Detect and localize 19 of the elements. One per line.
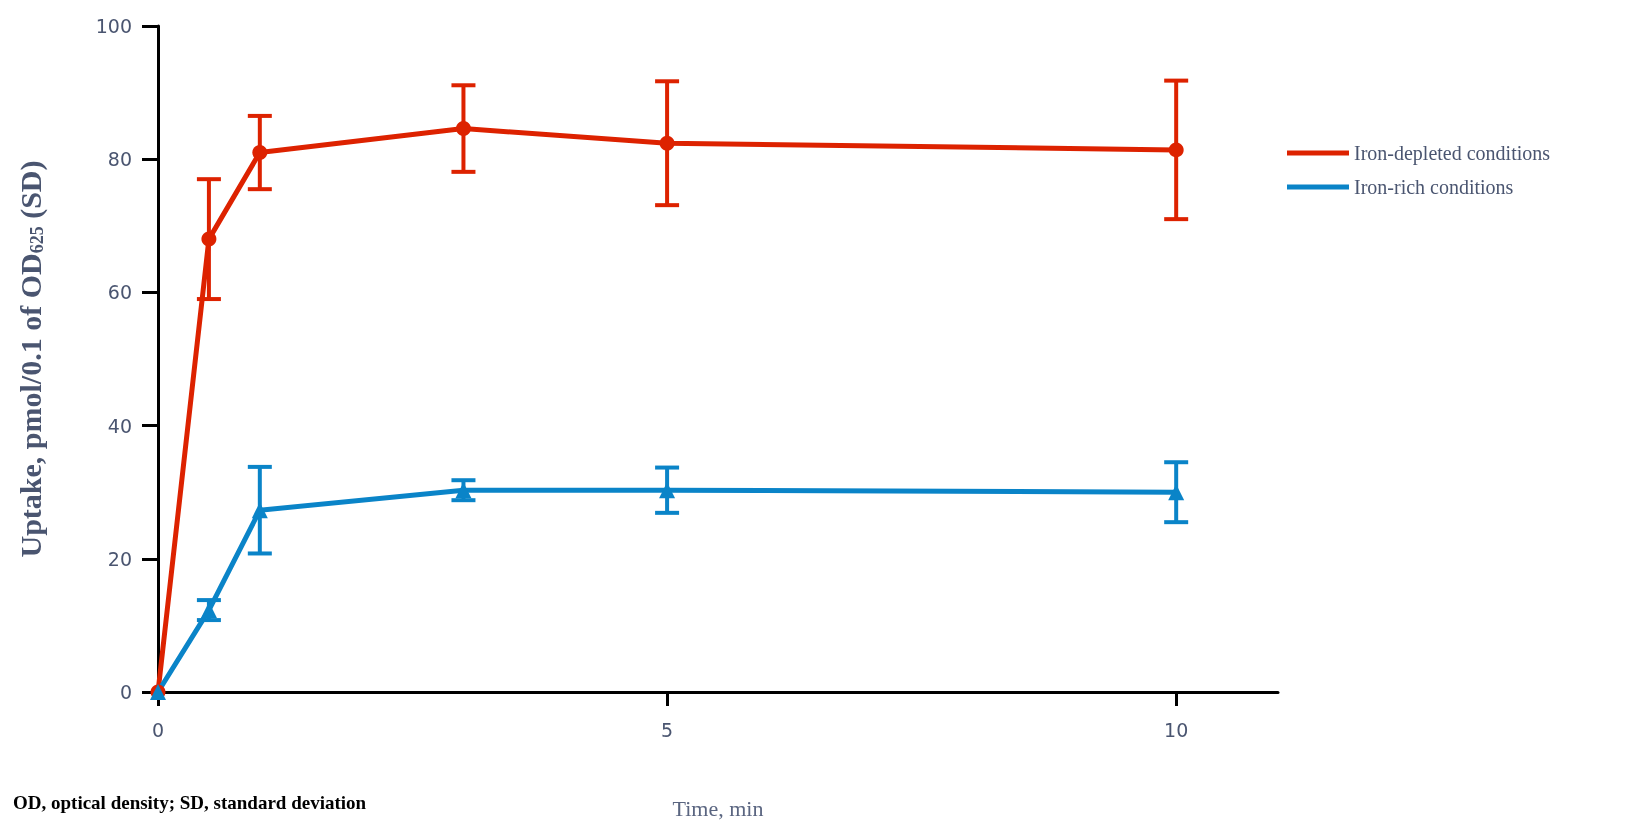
point	[252, 145, 268, 161]
y-tick-label: 60	[107, 281, 132, 304]
point	[1168, 142, 1184, 158]
y-tick-label: 40	[107, 414, 132, 437]
legend-label: Iron-rich conditions	[1354, 176, 1514, 198]
y-tick-label: 20	[107, 547, 132, 570]
y-tick-label: 0	[119, 681, 132, 703]
text: OD, optical density; SD, standard deviation	[13, 792, 367, 813]
y-tick-label: 100	[95, 15, 132, 37]
point	[659, 135, 675, 151]
x-tick-label: 5	[661, 718, 674, 741]
legend-label: Iron-depleted conditions	[1354, 142, 1551, 165]
x-tick-label: 10	[1164, 718, 1189, 741]
point	[455, 121, 471, 137]
y-axis-title: Uptake, pmol/0.1 of OD625 (SD)	[13, 160, 48, 558]
x-axis-title: Time, min	[672, 795, 764, 821]
point	[201, 231, 217, 247]
x-tick-label: 0	[151, 718, 165, 741]
y-tick-label: 80	[107, 148, 132, 171]
